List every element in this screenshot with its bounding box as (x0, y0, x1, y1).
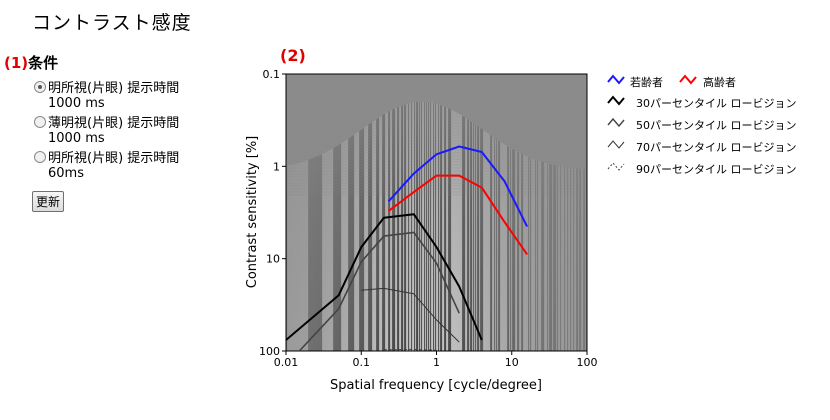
option-sub-label: 60ms (48, 166, 84, 181)
series-line-2 (286, 213, 483, 341)
series-line-0 (387, 145, 528, 228)
section-label: 条件 (28, 54, 59, 72)
y-axis-label: Contrast sensitivity [%] (245, 136, 260, 289)
grating-background (286, 74, 587, 351)
legend-label: 30パーセンタイル ロービジョン (636, 97, 797, 110)
legend-label: 50パーセンタイル ロービジョン (636, 119, 797, 132)
legend-label: 高齢者 (703, 75, 736, 89)
series-line-1 (387, 174, 528, 255)
x-tick-label: 0.01 (274, 356, 299, 369)
legend-swatch-icon (607, 117, 625, 128)
y-tick-label: 0.1 (263, 68, 281, 81)
legend-swatch-icon (679, 74, 697, 85)
option-label: 明所視(片眼) 提示時間 (48, 151, 180, 166)
section-number: (1) (4, 54, 29, 72)
radio-icon[interactable] (34, 116, 46, 128)
radio-icon[interactable] (34, 151, 46, 163)
option-sub-label: 1000 ms (48, 96, 105, 111)
legend-swatch-icon (607, 95, 625, 106)
update-button[interactable]: 更新 (32, 191, 65, 212)
y-tick-label: 100 (259, 345, 280, 358)
x-axis-label: Spatial frequency [cycle/degree] (330, 378, 542, 393)
section-conditions-heading: (1)条件 (4, 52, 58, 73)
page-title: コントラスト感度 (32, 12, 192, 34)
legend-swatch-icon (607, 74, 625, 85)
legend-label: 若齢者 (630, 75, 663, 89)
option-label: 明所視(片眼) 提示時間 (48, 81, 180, 96)
legend-swatch-icon (607, 140, 625, 149)
condition-option-photopic-60[interactable]: 明所視(片眼) 提示時間 60ms (34, 150, 179, 181)
series-line-4 (361, 287, 460, 343)
x-tick-label: 1 (433, 356, 440, 369)
series-line-3 (298, 231, 460, 351)
condition-option-mesopic-1000[interactable]: 薄明視(片眼) 提示時間 1000 ms (34, 115, 179, 146)
y-tick-label: 1 (273, 160, 280, 173)
legend-label: 70パーセンタイル ロービジョン (636, 141, 797, 154)
x-tick-label: 100 (577, 356, 598, 369)
condition-option-photopic-1000[interactable]: 明所視(片眼) 提示時間 1000 ms (34, 80, 179, 111)
option-label: 薄明視(片眼) 提示時間 (48, 116, 180, 131)
x-tick-label: 10 (505, 356, 519, 369)
series-line-5 (383, 348, 437, 351)
legend-swatch-icon (607, 162, 625, 171)
x-tick-label: 0.1 (353, 356, 371, 369)
option-sub-label: 1000 ms (48, 131, 105, 146)
y-tick-label: 10 (266, 253, 280, 266)
legend-label: 90パーセンタイル ロービジョン (636, 163, 797, 176)
radio-icon[interactable] (34, 81, 46, 93)
grating-fade (286, 74, 587, 351)
section-chart-number: (2) (280, 46, 306, 65)
